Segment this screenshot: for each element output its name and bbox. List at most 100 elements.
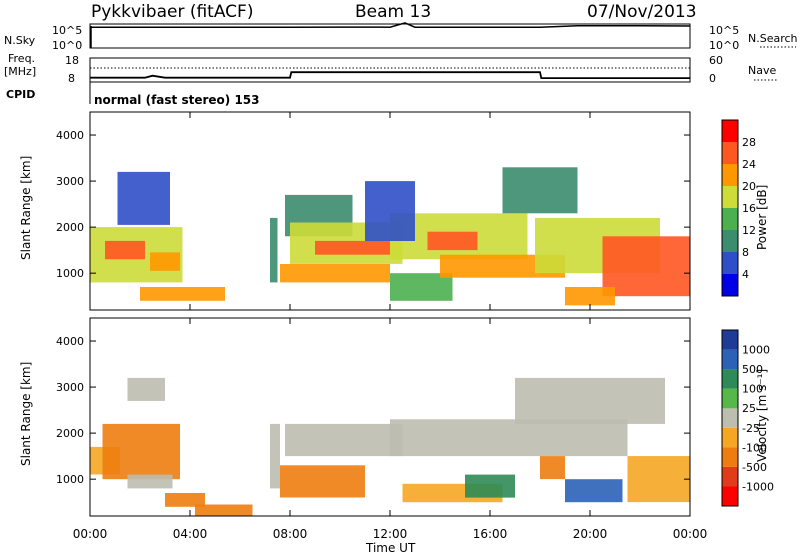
power-cells-region-9 — [280, 264, 390, 283]
power-colorbar-tick-0: 28 — [742, 136, 756, 149]
velocity-colorbar-label: Velocity [m s⁻¹] — [755, 369, 769, 462]
power-cells-region-2 — [150, 252, 180, 271]
nsky-tick-bottom: 10^0 — [52, 39, 82, 52]
vel-cells-region-1 — [102, 423, 180, 480]
velocity-colorbar-swatch-6 — [722, 369, 738, 389]
beam-title: Beam 13 — [355, 2, 432, 22]
power-cells-region-11 — [427, 231, 478, 251]
xtick-label-3: 12:00 — [373, 527, 408, 541]
velocity-colorbar-swatch-4 — [722, 408, 738, 428]
power-colorbar-tick-6: 4 — [742, 268, 749, 281]
cpid-mode: normal (fast stereo) 153 — [94, 93, 260, 107]
velocity-ytick-label-1: 2000 — [56, 427, 84, 440]
time-axis: 00:00 04:00 08:00 12:00 16:00 20:00 00:00 — [73, 112, 708, 541]
vel-cells-region-7 — [285, 423, 403, 457]
freq-panel: Freq. [MHz] 18 8 60 0 Nave — [4, 52, 778, 85]
power-cells-region-15 — [502, 167, 578, 214]
power-cells-region-14 — [440, 254, 565, 278]
velocity-colorbar-swatch-3 — [722, 427, 738, 448]
velocity-colorbar-tick-2: 100 — [742, 383, 763, 396]
nave-tick-top: 60 — [709, 54, 723, 67]
velocity-panel: 1000 2000 3000 4000 Slant Range [km] 1000 50… — [19, 317, 774, 517]
velocity-colorbar: 1000 500 100 25 -25 -100 -500 -1000 — [721, 329, 774, 507]
power-colorbar-label: Power [dB] — [755, 185, 769, 250]
velocity-colorbar-swatch-2 — [722, 447, 738, 467]
vel-cells-region-12 — [465, 474, 515, 498]
vel-cells-region-2 — [127, 474, 173, 489]
power-colorbar-swatch-4 — [722, 186, 738, 208]
power-colorbar-tick-4: 12 — [742, 224, 756, 237]
cpid-strip: CPID normal (fast stereo) 153 — [6, 82, 260, 107]
velocity-cells — [90, 377, 690, 516]
power-ytick-label-3: 4000 — [56, 129, 84, 142]
vel-cells-region-8 — [280, 465, 365, 498]
vel-cells-region-5 — [195, 504, 253, 516]
velocity-colorbar-swatch-8 — [722, 330, 738, 350]
velocity-colorbar-tick-1: 500 — [742, 363, 763, 376]
nsky-panel: N.Sky 10^5 10^0 10^5 10^0 N.Search — [4, 22, 798, 52]
vel-cells-region-14 — [565, 479, 623, 503]
nsearch-tick-top: 10^5 — [709, 24, 739, 37]
vel-cells-region-4 — [165, 493, 205, 507]
freq-tick-top: 18 — [65, 54, 79, 67]
power-colorbar-tick-1: 24 — [742, 158, 756, 171]
velocity-colorbar-swatch-0 — [722, 486, 738, 506]
freq-line — [90, 71, 690, 79]
power-cells-region-8 — [315, 240, 390, 255]
vel-cells-region-10 — [515, 377, 665, 424]
power-colorbar-swatch-1 — [722, 252, 738, 274]
power-colorbar: 28 24 20 16 12 8 4 — [721, 119, 756, 297]
nsearch-tick-bottom: 10^0 — [709, 39, 739, 52]
xtick-label-4: 16:00 — [473, 527, 508, 541]
power-cells-region-18 — [565, 287, 615, 306]
power-ytick-label-2: 3000 — [56, 175, 84, 188]
power-cells-region-1 — [105, 240, 145, 260]
power-ytick-label-1: 2000 — [56, 221, 84, 234]
vel-cells-region-15 — [627, 456, 690, 503]
xaxis-label: Time UT — [365, 541, 416, 554]
velocity-ytick-label-0: 1000 — [56, 473, 84, 486]
velocity-ylabel: Slant Range [km] — [19, 362, 33, 466]
vel-cells-region-6 — [270, 423, 280, 489]
nave-tick-bottom: 0 — [709, 72, 716, 85]
xtick-label-2: 08:00 — [273, 527, 308, 541]
velocity-colorbar-swatch-5 — [722, 388, 738, 409]
xtick-label-5: 20:00 — [573, 527, 608, 541]
nsky-label: N.Sky — [4, 34, 36, 47]
power-colorbar-swatch-0 — [722, 274, 738, 296]
nsearch-label: N.Search — [748, 32, 798, 45]
power-cells-region-4 — [140, 287, 225, 301]
nave-label: Nave — [748, 64, 776, 77]
velocity-colorbar-tick-6: -500 — [742, 461, 767, 474]
date-title: 07/Nov/2013 — [587, 2, 697, 22]
nsky-series — [90, 22, 691, 48]
freq-series — [90, 71, 690, 79]
freq-unit-label: [MHz] — [4, 65, 36, 78]
nsky-line — [90, 22, 691, 29]
xtick-label-1: 04:00 — [173, 527, 208, 541]
power-cells-region-17 — [602, 236, 690, 297]
power-colorbar-frame — [721, 119, 739, 297]
power-ytick-label-0: 1000 — [56, 267, 84, 280]
power-colorbar-swatch-5 — [722, 164, 738, 186]
power-cells-region-13 — [390, 273, 453, 301]
power-colorbar-swatch-3 — [722, 208, 738, 230]
velocity-ytick-label-2: 3000 — [56, 381, 84, 394]
vel-cells-region-13 — [540, 456, 565, 480]
velocity-colorbar-frame — [721, 329, 739, 507]
velocity-ytick-label-3: 4000 — [56, 335, 84, 348]
nsky-tick-top: 10^5 — [52, 24, 82, 37]
power-cells-region-5 — [270, 217, 278, 283]
xtick-label-6: 00:00 — [673, 527, 708, 541]
power-colorbar-tick-5: 8 — [742, 246, 749, 259]
cpid-label: CPID — [6, 88, 35, 101]
velocity-colorbar-tick-7: -1000 — [742, 480, 774, 493]
power-colorbar-swatch-6 — [722, 142, 738, 164]
velocity-colorbar-tick-4: -25 — [742, 422, 760, 435]
power-ylabel: Slant Range [km] — [19, 156, 33, 260]
power-cells-region-3 — [117, 171, 170, 225]
xtick-label-0: 00:00 — [73, 527, 108, 541]
radar-title: Pykkvibaer (fitACF) — [91, 2, 254, 22]
velocity-colorbar-swatch-7 — [722, 349, 738, 370]
